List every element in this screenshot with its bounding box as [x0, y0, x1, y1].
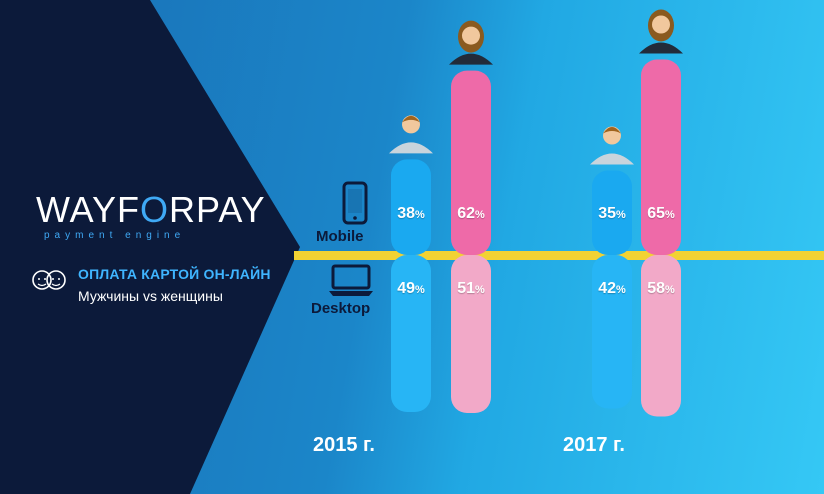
bar-male-desktop-1 [592, 255, 632, 409]
male-user-icon [590, 126, 634, 165]
percent-female-desktop-0: 51% [457, 280, 485, 297]
bar-male-desktop-0 [391, 255, 431, 412]
logo-part2: RPAY [169, 189, 266, 230]
bar-female-desktop-1 [641, 255, 681, 417]
chart-avatars [389, 9, 683, 165]
year-label-2015: 2015 г. [313, 434, 375, 456]
percent-female-mobile-0: 62% [457, 205, 485, 222]
chart-bars [391, 59, 681, 417]
logo-lock-letter: O [139, 189, 169, 230]
heading-subtitle: Мужчины vs женщины [78, 288, 223, 304]
bar-female-mobile-1 [641, 59, 681, 255]
percent-male-mobile-1: 35% [598, 205, 626, 222]
percent-male-mobile-0: 38% [397, 205, 425, 222]
left-panel [0, 0, 300, 494]
percent-male-desktop-1: 42% [598, 280, 626, 297]
device-label-desktop: Desktop [311, 300, 371, 317]
mobile-desktop-divider [294, 251, 824, 260]
laptop-icon [329, 264, 373, 296]
bar-male-mobile-0 [391, 159, 431, 255]
percent-female-mobile-1: 65% [647, 205, 675, 222]
percent-male-desktop-0: 49% [397, 280, 425, 297]
bar-female-desktop-0 [451, 255, 491, 413]
female-user-icon [449, 20, 493, 65]
logo-wordmark: WAYFORPAY [36, 189, 265, 230]
logo-tagline: payment engine [44, 230, 186, 241]
bar-male-mobile-1 [592, 170, 632, 255]
couple-icon [32, 270, 66, 290]
logo-part1: WAYF [36, 189, 140, 230]
male-user-icon [389, 115, 433, 154]
mobile-phone-icon [342, 181, 368, 225]
female-user-icon [639, 9, 683, 54]
bar-female-mobile-0 [451, 70, 491, 255]
brand-logo: WAYFORPAY payment engine [36, 189, 265, 242]
device-label-mobile: Mobile [316, 228, 364, 245]
heading-title: ОПЛАТА КАРТОЙ ОН-ЛАЙН [78, 266, 271, 282]
percent-female-desktop-1: 58% [647, 280, 675, 297]
year-label-2017: 2017 г. [563, 434, 625, 456]
